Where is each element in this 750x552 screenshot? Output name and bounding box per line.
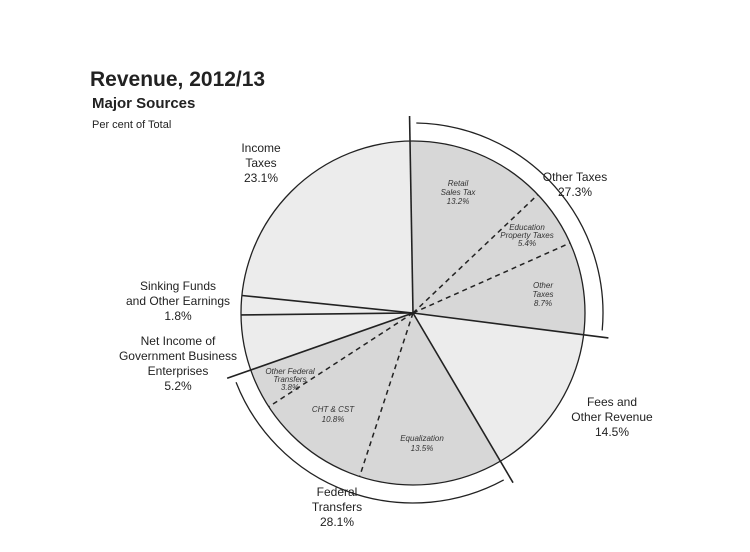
slice-label: Property Taxes xyxy=(500,231,554,240)
dashed-divider xyxy=(412,242,571,314)
slice-label: 10.8% xyxy=(322,415,345,424)
group-label: Federal xyxy=(317,485,358,499)
pie-outline xyxy=(240,140,586,486)
slice-divider xyxy=(241,312,414,316)
group-label: and Other Earnings xyxy=(126,294,230,308)
slice-label: Taxes xyxy=(532,290,553,299)
group-label: Government Business xyxy=(119,349,237,363)
slice-divider xyxy=(412,312,609,339)
pie-slice xyxy=(268,313,413,477)
group-label: Taxes xyxy=(245,156,276,170)
group-label: Enterprises xyxy=(148,364,209,378)
dashed-divider xyxy=(268,312,414,408)
dashed-divider xyxy=(358,312,414,477)
pie-slice xyxy=(409,141,538,313)
chart-title: Revenue, 2012/13 xyxy=(90,68,266,91)
group-label: 1.8% xyxy=(164,309,192,323)
chart-subtitle: Major Sources xyxy=(92,95,196,112)
slice-divider xyxy=(241,294,414,314)
slice-label: Sales Tax xyxy=(441,188,477,197)
dashed-divider xyxy=(412,194,539,314)
group-arc xyxy=(235,381,505,504)
group-label: Other Revenue xyxy=(571,410,653,424)
group-label: 23.1% xyxy=(244,171,278,185)
slice-label: Education xyxy=(509,223,545,232)
group-arc xyxy=(416,122,604,331)
slice-label: 13.5% xyxy=(411,444,434,453)
slice-label: 8.7% xyxy=(534,299,552,308)
group-label: 28.1% xyxy=(320,515,354,529)
pie-slice xyxy=(413,313,584,462)
group-label: 14.5% xyxy=(595,425,629,439)
slice-label: 13.2% xyxy=(447,197,470,206)
pie-slice xyxy=(413,242,585,335)
pie-slice xyxy=(250,313,413,407)
group-label: Sinking Funds xyxy=(140,279,216,293)
slice-label: Other Federal xyxy=(265,367,315,376)
pie-slice xyxy=(413,194,571,313)
slice-label: Other xyxy=(533,281,553,290)
group-label: Net Income of xyxy=(141,334,216,348)
slice-label: Equalization xyxy=(400,434,444,443)
group-label: Income xyxy=(241,141,281,155)
slice-label: 3.8% xyxy=(281,383,299,392)
group-label: 5.2% xyxy=(164,379,192,393)
slice-divider xyxy=(408,116,414,314)
slice-label: Transfers xyxy=(273,375,306,384)
slice-divider xyxy=(226,312,414,380)
unit-label: Per cent of Total xyxy=(92,119,172,131)
slice-label: Retail xyxy=(448,179,469,188)
slice-label: 5.4% xyxy=(518,239,536,248)
group-label: Fees and xyxy=(587,395,637,409)
slice-label: CHT & CST xyxy=(312,405,355,414)
group-label: 27.3% xyxy=(558,185,592,199)
pie-slice xyxy=(359,313,501,485)
slice-divider xyxy=(412,312,514,484)
pie-slice xyxy=(241,313,413,371)
pie-slice xyxy=(241,141,413,313)
group-label: Transfers xyxy=(312,500,362,514)
group-label: Other Taxes xyxy=(543,170,607,184)
